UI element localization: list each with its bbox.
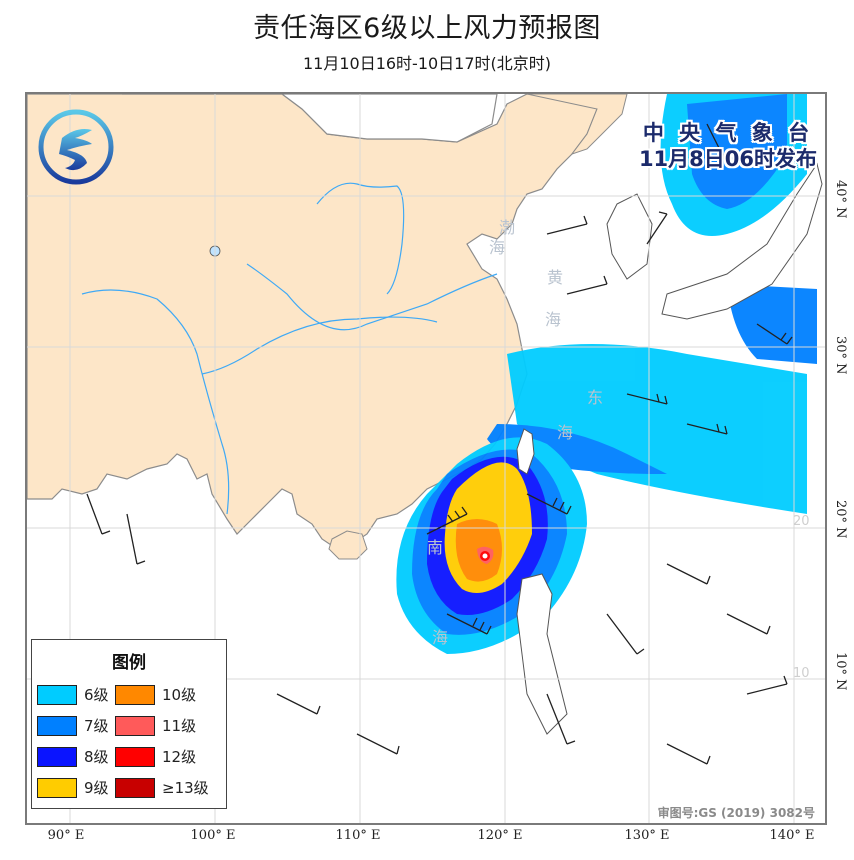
issuer-organization: 中 央 气 象 台 bbox=[642, 121, 814, 145]
lon-label-130: 130° E bbox=[624, 828, 670, 843]
lon-label-100: 100° E bbox=[190, 828, 236, 843]
legend-label-9: 9级 bbox=[84, 779, 109, 797]
grid-label-20: 20 bbox=[793, 514, 810, 529]
lon-label-140: 140° E bbox=[769, 828, 815, 843]
issue-time: 11月8日06时发布 bbox=[638, 147, 817, 171]
legend-swatch-13plus bbox=[115, 777, 155, 798]
legend-label-6: 6级 bbox=[84, 686, 109, 704]
legend-label-8: 8级 bbox=[84, 748, 109, 766]
lon-label-110: 110° E bbox=[335, 828, 381, 843]
legend-title: 图例 bbox=[112, 653, 146, 673]
map-approval-number: 审图号:GS (2019) 3082号 bbox=[657, 806, 815, 820]
legend-label-12: 12级 bbox=[162, 748, 197, 766]
legend-swatch-10 bbox=[115, 684, 155, 705]
sea-label-yellow-1: 黄 bbox=[547, 268, 564, 287]
legend-swatch-6 bbox=[37, 684, 77, 705]
lat-label-20: 20° N bbox=[833, 500, 848, 539]
sea-label-east-1: 东 bbox=[587, 388, 604, 407]
legend-label-7: 7级 bbox=[84, 717, 109, 735]
forecast-period: 11月10日16时-10日17时(北京时) bbox=[302, 54, 552, 73]
sea-label-east-2: 海 bbox=[557, 423, 574, 442]
lat-label-10: 10° N bbox=[833, 652, 848, 691]
lon-label-120: 120° E bbox=[477, 828, 523, 843]
lat-label-40: 40° N bbox=[833, 180, 848, 219]
cma-logo bbox=[37, 108, 115, 186]
legend-label-11: 11级 bbox=[162, 717, 197, 735]
grid-label-10: 10 bbox=[793, 666, 810, 681]
sea-label-south-1: 南 bbox=[427, 538, 444, 557]
map-title: 责任海区6级以上风力预报图 bbox=[253, 13, 601, 44]
legend-panel: 图例 6级 10级 7级 11级 8级 12级 9级 ≥13级 bbox=[31, 639, 227, 809]
wind-forecast-map: 渤 海 黄 海 东 海 南 海 20 10 中 央 气 象 台 11月8日06时… bbox=[25, 92, 827, 825]
legend-swatch-7 bbox=[37, 715, 77, 736]
legend-label-10: 10级 bbox=[162, 686, 197, 704]
legend-swatch-12 bbox=[115, 746, 155, 767]
legend-swatch-11 bbox=[115, 715, 155, 736]
legend-swatch-9 bbox=[37, 777, 77, 798]
sea-label-yellow-2: 海 bbox=[545, 310, 562, 329]
legend-label-13plus: ≥13级 bbox=[162, 779, 209, 797]
sea-label-bohai-2: 海 bbox=[489, 238, 506, 257]
sea-label-bohai-1: 渤 bbox=[499, 218, 516, 237]
issuer-stamp: 中 央 气 象 台 11月8日06时发布 bbox=[639, 120, 817, 172]
sea-label-south-2: 海 bbox=[432, 628, 449, 647]
lat-label-30: 30° N bbox=[833, 336, 848, 375]
legend-swatch-8 bbox=[37, 746, 77, 767]
lon-label-90: 90° E bbox=[47, 828, 85, 843]
